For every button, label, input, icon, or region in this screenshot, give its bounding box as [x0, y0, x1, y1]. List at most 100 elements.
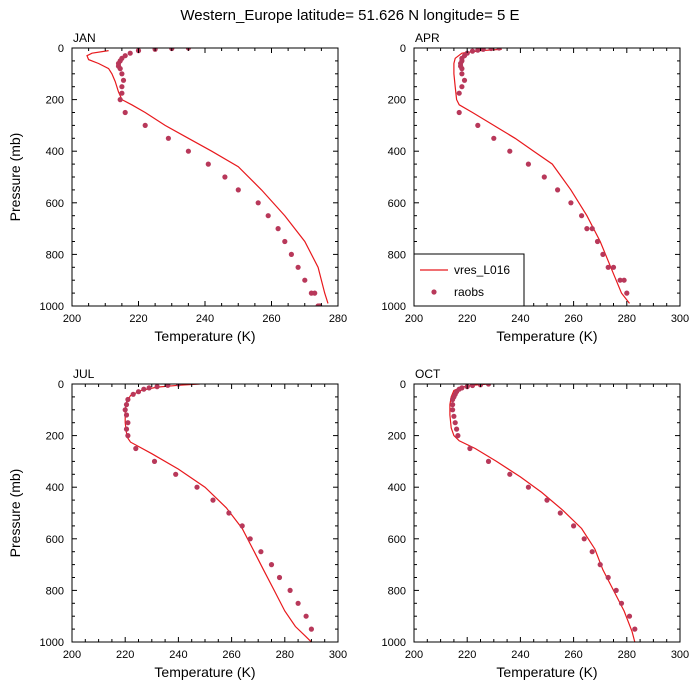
x-tick-label: 240 [169, 649, 187, 661]
raobs-point [469, 48, 476, 54]
y-axis-title: Pressure (mb) [7, 469, 23, 558]
raobs-point [589, 549, 595, 555]
legend-marker-swatch [431, 289, 437, 295]
x-tick-label: 240 [196, 313, 214, 325]
raobs-point [605, 574, 611, 581]
series-line-vres [124, 384, 312, 642]
x-tick-label: 280 [329, 313, 347, 325]
y-axis-title: Pressure (mb) [7, 133, 23, 222]
raobs-point [571, 523, 577, 529]
raobs-point [125, 420, 131, 426]
x-tick-label: 200 [405, 649, 423, 661]
raobs-point [258, 549, 264, 555]
raobs-point [618, 600, 625, 606]
plot-area [122, 384, 314, 642]
x-tick-label: 220 [458, 313, 476, 325]
x-tick-label: 300 [329, 649, 347, 661]
raobs-point [632, 626, 638, 632]
raobs-point [146, 385, 152, 391]
raobs-point [151, 458, 158, 464]
x-tick-label: 260 [564, 649, 582, 661]
raobs-point [247, 536, 253, 542]
raobs-point [450, 407, 456, 413]
raobs-point [135, 389, 142, 395]
raobs-point [485, 458, 492, 464]
raobs-point [525, 161, 532, 167]
raobs-point [459, 84, 465, 90]
raobs-point [467, 445, 473, 452]
panel-oct: 200 220 240 260 280 300 0 200 400 600 800 1000 OCT Te… [382, 367, 690, 680]
x-axis-title: Temperature (K) [154, 328, 255, 344]
raobs-point [605, 264, 611, 270]
legend-box [413, 253, 525, 307]
x-tick-label: 280 [618, 313, 636, 325]
raobs-point [459, 66, 465, 72]
raobs-point [287, 587, 293, 594]
y-tick-label: 1000 [40, 637, 64, 649]
series-line-vres [86, 50, 329, 304]
raobs-point [544, 497, 550, 503]
raobs-point [480, 48, 486, 52]
raobs-point [456, 90, 462, 96]
x-tick-label: 260 [262, 313, 280, 325]
x-tick-label: 220 [129, 313, 147, 325]
raobs-point [173, 471, 179, 477]
raobs-point [308, 626, 314, 632]
x-axis-title: Temperature (K) [496, 328, 597, 344]
raobs-point [295, 600, 301, 606]
raobs-point [459, 71, 465, 77]
panel-label: JAN [73, 31, 96, 45]
raobs-point [123, 426, 130, 432]
y-tick-label: 200 [46, 431, 64, 443]
panel-label: APR [415, 31, 440, 45]
x-axis-title: Temperature (K) [496, 664, 597, 680]
raobs-point [303, 613, 309, 619]
plot-area [86, 48, 329, 306]
raobs-point [125, 396, 131, 403]
raobs-point [119, 90, 125, 96]
panel-label: JUL [73, 367, 95, 381]
y-tick-label: 600 [388, 198, 406, 210]
y-tick-label: 0 [400, 379, 406, 391]
raobs-point [205, 161, 211, 167]
raobs-point [302, 277, 308, 283]
y-tick-label: 800 [388, 585, 406, 597]
raobs-point [125, 433, 131, 439]
raobs-point [120, 77, 127, 83]
x-tick-label: 200 [63, 313, 81, 325]
legend-label: vres_L016 [454, 263, 510, 277]
raobs-point [624, 290, 630, 296]
y-tick-label: 0 [58, 43, 64, 55]
raobs-point [613, 587, 619, 594]
raobs-point [525, 484, 532, 490]
legend-label: raobs [454, 285, 484, 299]
raobs-point [268, 562, 275, 568]
raobs-point [123, 412, 130, 418]
raobs-point [130, 391, 136, 397]
raobs-point [123, 402, 130, 408]
x-tick-label: 260 [222, 649, 240, 661]
raobs-point [165, 135, 171, 141]
raobs-point [455, 433, 461, 439]
raobs-point [127, 50, 133, 56]
x-tick-label: 240 [511, 313, 529, 325]
raobs-point [255, 200, 261, 206]
y-tick-label: 800 [46, 585, 64, 597]
raobs-point [154, 384, 160, 390]
series-line-vres [453, 48, 630, 304]
panel-jul: 200 220 240 260 280 300 0 200 400 600 800 1000 JUL Te… [7, 367, 347, 680]
raobs-point [450, 396, 456, 403]
panel-label: OCT [415, 367, 441, 381]
raobs-point [117, 97, 123, 103]
raobs-point [312, 290, 318, 296]
raobs-point [282, 238, 288, 245]
x-axis-title: Temperature (K) [154, 664, 255, 680]
y-tick-label: 400 [46, 482, 64, 494]
raobs-point [488, 48, 494, 52]
raobs-point [475, 48, 481, 53]
figure-title: Western_Europe latitude= 51.626 N longit… [180, 7, 519, 24]
raobs-point [288, 251, 294, 257]
raobs-point [589, 226, 595, 232]
raobs-point [165, 384, 171, 388]
